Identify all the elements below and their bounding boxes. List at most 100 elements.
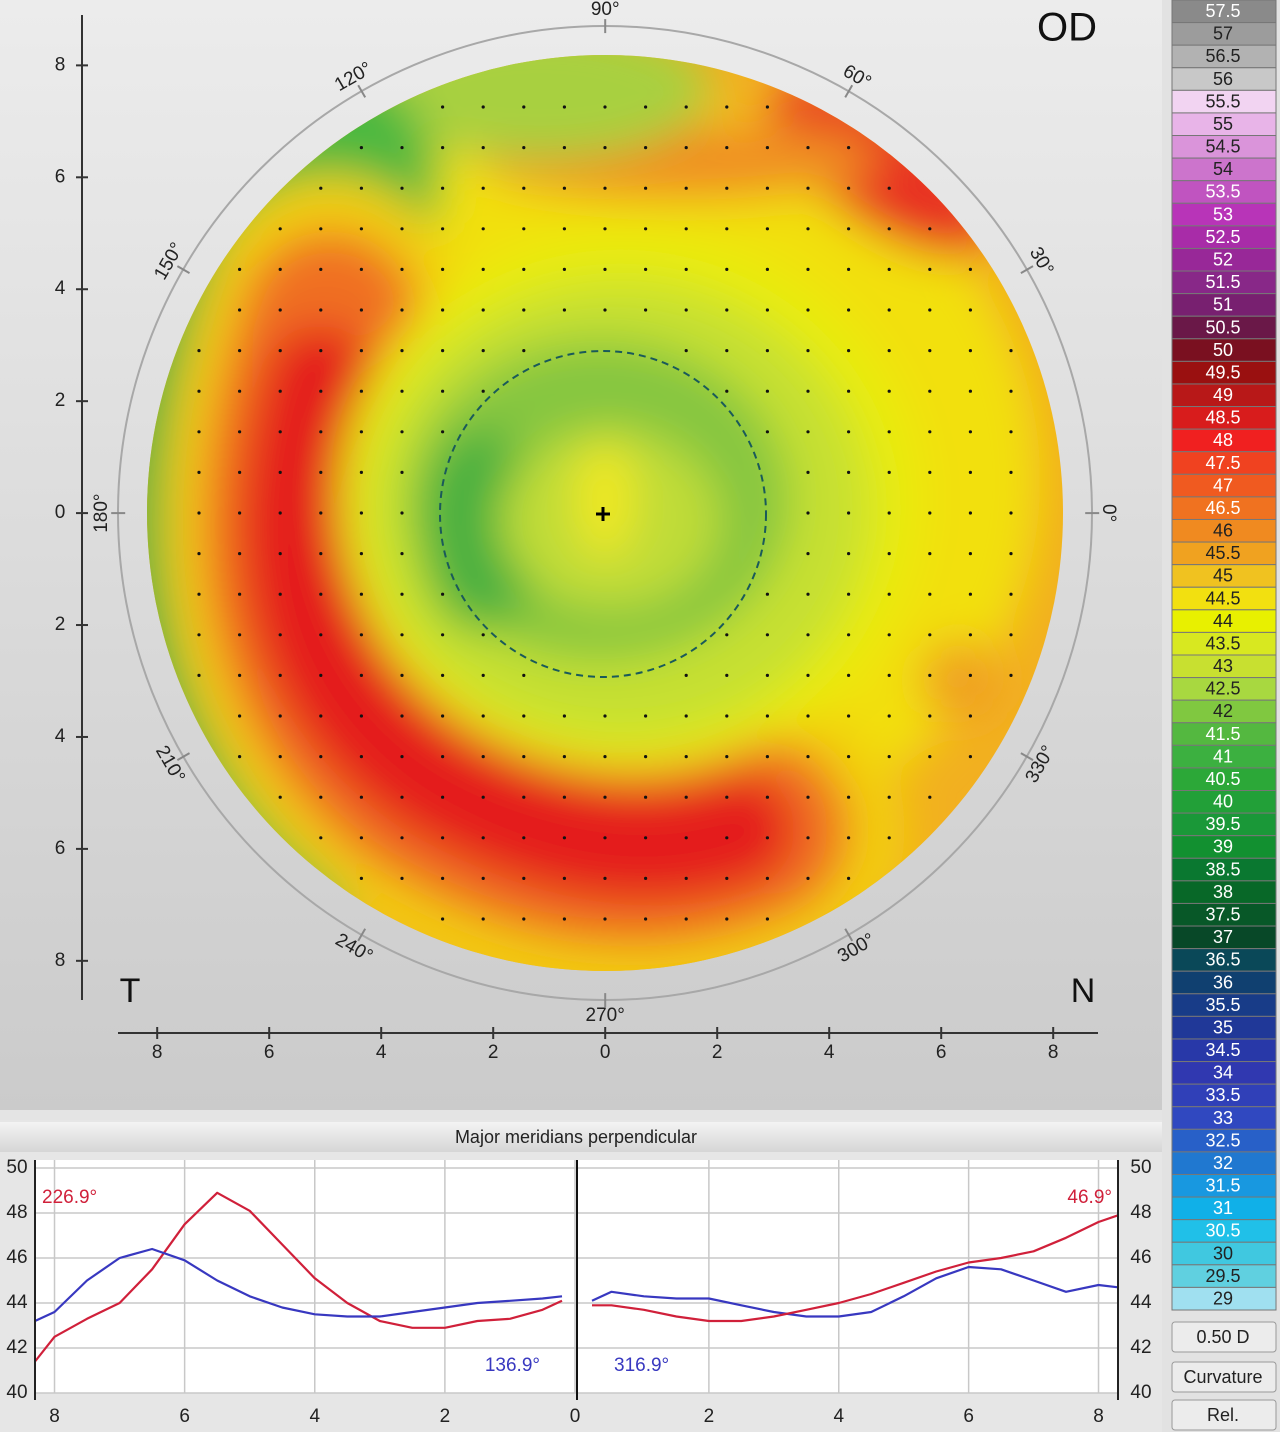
y-tick-label: 44 — [1130, 1292, 1152, 1313]
measurement-dot — [725, 146, 729, 150]
measurement-dot — [765, 349, 770, 353]
series-label: 46.9° — [1067, 1187, 1112, 1208]
measurement-dot — [197, 552, 201, 556]
measurement-dot — [522, 349, 526, 353]
measurement-dot — [319, 633, 323, 637]
measurement-dot — [481, 186, 485, 190]
measurement-dot — [359, 755, 363, 759]
scale-label: 43 — [1213, 656, 1233, 676]
scale-label: 41.5 — [1205, 724, 1240, 744]
angle-tick — [1020, 752, 1034, 761]
measurement-dot — [887, 633, 891, 637]
measurement-dot — [847, 430, 851, 434]
measurement-dot — [928, 267, 932, 271]
measurement-dot — [806, 552, 810, 556]
control-button[interactable]: 0.50 D — [1171, 1321, 1277, 1353]
measurement-dot — [481, 389, 485, 393]
measurement-dot — [400, 876, 404, 881]
measurement-dot — [603, 917, 607, 921]
measurement-dot — [968, 673, 973, 678]
temporal-label: T — [120, 972, 141, 1010]
measurement-dot — [887, 836, 891, 840]
measurement-dot — [400, 186, 404, 190]
measurement-dot — [806, 146, 810, 150]
control-button[interactable]: Rel. — [1171, 1399, 1277, 1431]
scale-label: 48.5 — [1205, 408, 1240, 428]
measurement-dot — [765, 836, 770, 840]
angle-tick — [1020, 265, 1034, 274]
control-button[interactable]: Curvature — [1171, 1361, 1277, 1393]
button-label[interactable]: Curvature — [1183, 1367, 1262, 1387]
y-tick-label: 40 — [1130, 1382, 1151, 1403]
measurement-dot — [238, 308, 242, 312]
measurement-dot — [1009, 349, 1013, 353]
y-tick-label: 44 — [6, 1292, 28, 1313]
measurement-dot — [725, 186, 729, 190]
profile-line — [34, 1191, 563, 1363]
y-tick-label: 4 — [55, 726, 66, 747]
scale-label: 44 — [1213, 611, 1233, 631]
measurement-dot — [481, 267, 485, 271]
measurement-dot — [765, 917, 770, 921]
measurement-dot — [562, 876, 567, 881]
scale-label: 34.5 — [1205, 1040, 1240, 1060]
measurement-dot — [1009, 552, 1013, 556]
x-tick-label: 6 — [936, 1042, 947, 1063]
measurement-dot — [481, 714, 485, 718]
measurement-dot — [684, 917, 688, 921]
angle-tick — [844, 84, 854, 98]
button-label[interactable]: 0.50 D — [1196, 1327, 1249, 1347]
measurement-dot — [928, 470, 932, 474]
scale-label: 42.5 — [1205, 679, 1240, 699]
measurement-dot — [887, 714, 891, 718]
x-tick-label: 4 — [833, 1406, 844, 1427]
measurement-dot — [806, 633, 810, 637]
measurement-dots — [197, 105, 1013, 921]
measurement-dot — [684, 836, 688, 840]
button-face[interactable] — [1171, 1399, 1277, 1431]
measurement-dot — [359, 511, 363, 515]
button-face[interactable] — [1171, 1321, 1277, 1353]
measurement-dot — [887, 470, 891, 474]
x-tick-label: 4 — [376, 1042, 387, 1063]
x-tick-label: 2 — [440, 1406, 451, 1427]
measurement-dot — [359, 146, 363, 150]
center-cross — [596, 507, 610, 521]
button-label[interactable]: Rel. — [1207, 1405, 1239, 1425]
measurement-dot — [522, 795, 526, 799]
x-tick-label: 8 — [49, 1406, 60, 1427]
measurement-dot — [928, 389, 932, 393]
measurement-dot — [400, 227, 404, 231]
measurement-dot — [806, 511, 810, 515]
measurement-dot — [400, 714, 404, 718]
measurement-dot — [278, 470, 282, 474]
measurement-dot — [806, 755, 810, 759]
measurement-dot — [684, 105, 688, 109]
measurement-dot — [765, 146, 770, 150]
scale-label: 53.5 — [1205, 182, 1240, 202]
y-tick-label: 6 — [55, 838, 66, 859]
measurement-dot — [359, 633, 363, 637]
measurement-dot — [887, 592, 891, 596]
button-face[interactable] — [1171, 1361, 1277, 1393]
measurement-dot — [765, 267, 770, 271]
measurement-dot — [400, 349, 404, 353]
measurement-dot — [278, 511, 282, 515]
measurement-dot — [684, 876, 688, 881]
measurement-dot — [603, 146, 607, 150]
angle-tick — [176, 752, 191, 761]
measurement-dot — [847, 592, 851, 596]
map-layer — [768, 82, 992, 258]
measurement-dot — [684, 714, 688, 718]
scale-label: 47.5 — [1205, 453, 1240, 473]
measurement-dot — [603, 755, 607, 759]
scale-label: 43.5 — [1205, 633, 1240, 653]
scale-label: 38.5 — [1205, 859, 1240, 879]
scale-label: 45 — [1213, 566, 1233, 586]
measurement-dot — [765, 592, 770, 596]
measurement-dot — [197, 389, 201, 393]
measurement-dot — [847, 511, 851, 515]
measurement-dot — [765, 876, 770, 881]
measurement-dot — [481, 673, 485, 678]
